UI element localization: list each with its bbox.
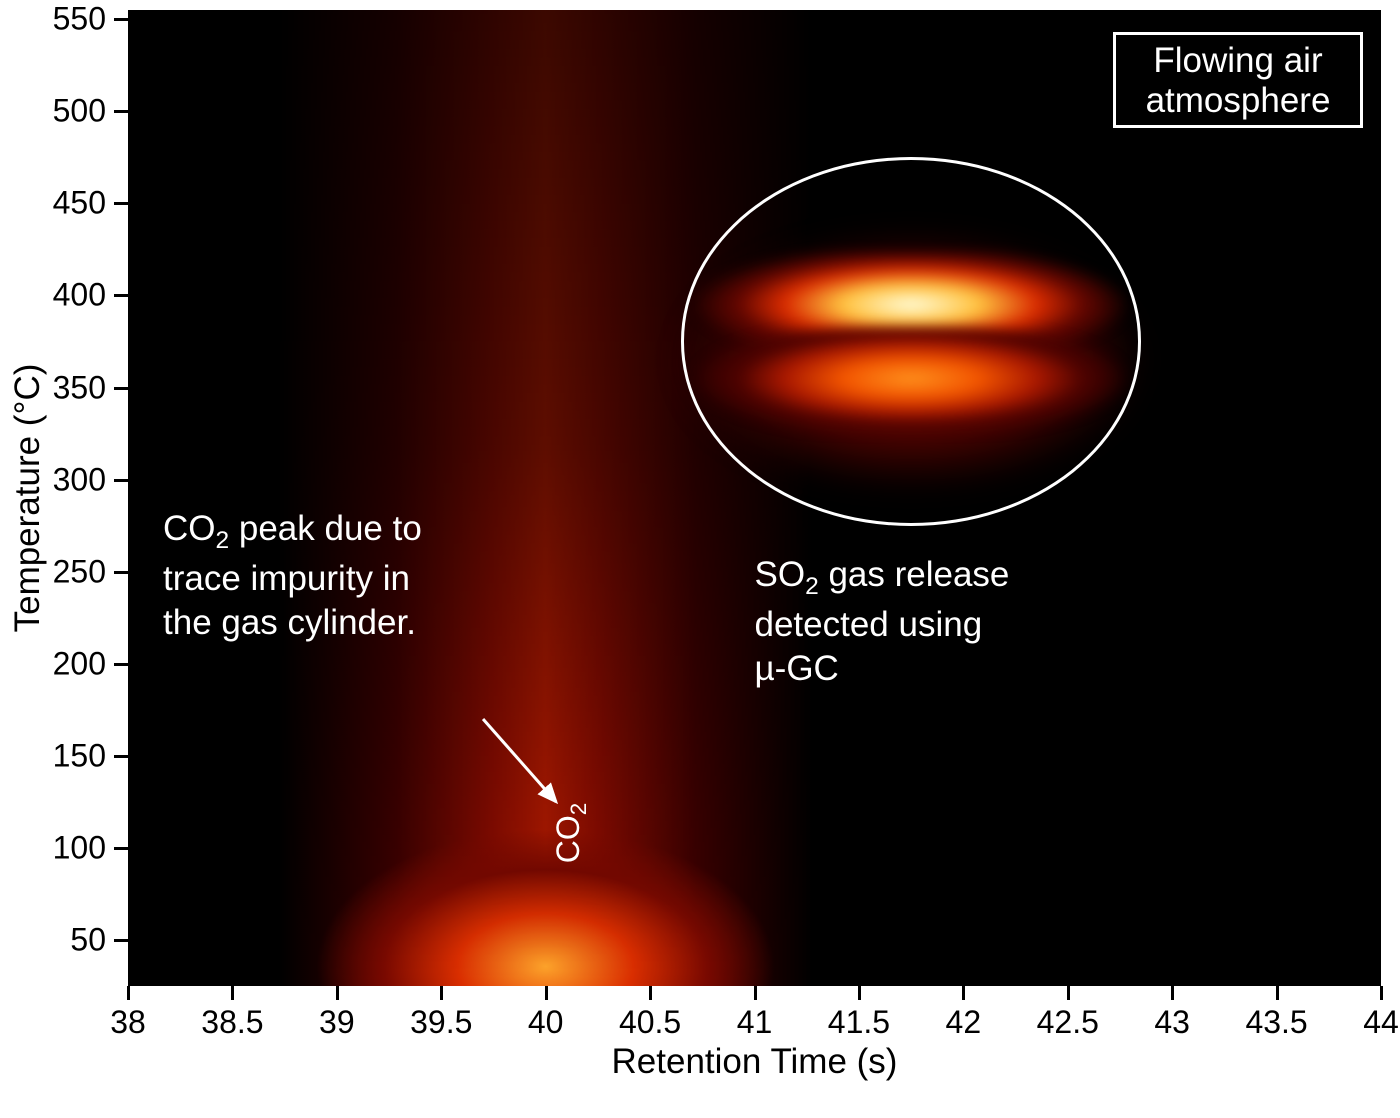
y-axis-title: Temperature (°C) <box>8 364 48 633</box>
atmosphere-label-line2: atmosphere <box>1146 81 1331 120</box>
y-tick-label: 250 <box>46 553 106 590</box>
so2-hotspot-upper <box>680 253 1142 356</box>
co2-heat-band <box>279 10 812 986</box>
x-tick-mark <box>1171 986 1174 1000</box>
so2-annotation-text: SO2 gas releasedetected usingµ-GC <box>755 553 1010 690</box>
x-tick-label: 38.5 <box>201 1004 263 1041</box>
y-tick-label: 50 <box>46 921 106 958</box>
y-tick-label: 100 <box>46 829 106 866</box>
y-tick-mark <box>114 294 128 297</box>
x-tick-label: 41 <box>737 1004 773 1041</box>
plot-area: Flowing air atmosphere CO2 peak due totr… <box>128 10 1381 986</box>
so2-ellipse-annotation <box>681 157 1140 525</box>
x-tick-mark <box>649 986 652 1000</box>
x-tick-mark <box>754 986 757 1000</box>
y-tick-label: 400 <box>46 277 106 314</box>
y-tick-label: 450 <box>46 185 106 222</box>
x-tick-label: 38 <box>110 1004 146 1041</box>
x-tick-label: 43.5 <box>1245 1004 1307 1041</box>
x-tick-label: 41.5 <box>828 1004 890 1041</box>
y-tick-mark <box>114 18 128 21</box>
y-tick-mark <box>114 479 128 482</box>
y-tick-label: 550 <box>46 1 106 38</box>
y-tick-label: 500 <box>46 93 106 130</box>
x-tick-mark <box>962 986 965 1000</box>
y-tick-mark <box>114 387 128 390</box>
y-tick-label: 150 <box>46 737 106 774</box>
x-tick-label: 40.5 <box>619 1004 681 1041</box>
x-tick-label: 42.5 <box>1037 1004 1099 1041</box>
x-tick-mark <box>336 986 339 1000</box>
x-tick-label: 40 <box>528 1004 564 1041</box>
y-tick-label: 300 <box>46 461 106 498</box>
x-tick-mark <box>545 986 548 1000</box>
so2-hotspot-lower <box>680 327 1142 430</box>
x-tick-mark <box>440 986 443 1000</box>
x-tick-mark <box>231 986 234 1000</box>
x-tick-mark <box>127 986 130 1000</box>
x-tick-mark <box>1380 986 1383 1000</box>
co2-peak-label: CO2 <box>550 803 592 863</box>
x-tick-mark <box>858 986 861 1000</box>
y-tick-mark <box>114 755 128 758</box>
y-tick-mark <box>114 110 128 113</box>
x-tick-mark <box>1067 986 1070 1000</box>
y-tick-label: 200 <box>46 645 106 682</box>
heatmap-figure: Temperature (°C) Retention Time (s) Flow… <box>0 0 1400 1118</box>
y-tick-mark <box>114 571 128 574</box>
x-tick-mark <box>1276 986 1279 1000</box>
x-tick-label: 39.5 <box>410 1004 472 1041</box>
y-tick-label: 350 <box>46 369 106 406</box>
y-tick-mark <box>114 939 128 942</box>
atmosphere-label-box: Flowing air atmosphere <box>1113 32 1363 128</box>
x-axis-title: Retention Time (s) <box>612 1042 898 1082</box>
x-tick-label: 42 <box>946 1004 982 1041</box>
x-tick-label: 44 <box>1363 1004 1399 1041</box>
so2-hotspot-glow <box>645 213 1178 508</box>
y-tick-mark <box>114 202 128 205</box>
co2-annotation-text: CO2 peak due totrace impurity inthe gas … <box>163 507 422 644</box>
co2-arrow <box>128 10 1381 986</box>
x-tick-label: 39 <box>319 1004 355 1041</box>
y-tick-mark <box>114 847 128 850</box>
y-tick-mark <box>114 663 128 666</box>
x-tick-label: 43 <box>1154 1004 1190 1041</box>
atmosphere-label-line1: Flowing air <box>1153 41 1322 80</box>
